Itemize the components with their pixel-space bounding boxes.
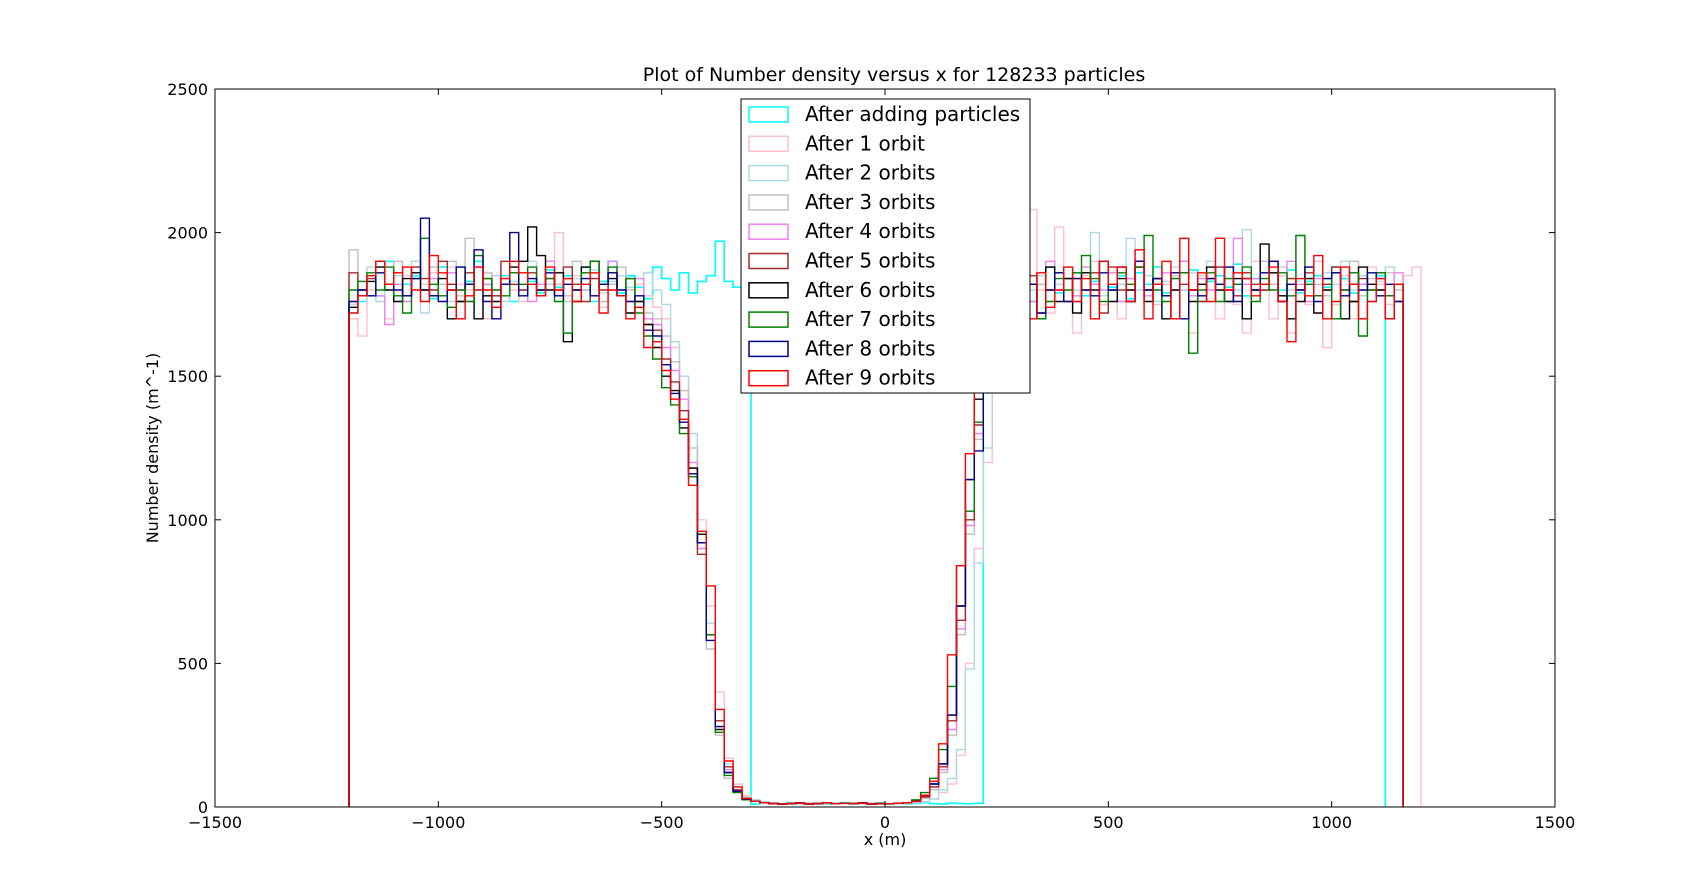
y-axis: 0 500 1000 1500 2000 2500 xyxy=(167,80,1555,817)
legend-swatch-7 xyxy=(748,282,789,299)
legend-swatch-5 xyxy=(748,223,789,240)
legend-label-4: After 3 orbits xyxy=(805,190,935,214)
legend-swatch-6 xyxy=(748,252,789,270)
y-tick-label: 500 xyxy=(177,654,208,673)
legend-box xyxy=(740,98,1031,394)
legend-swatch-1 xyxy=(748,106,789,123)
legend-label-7: After 6 orbits xyxy=(805,278,935,302)
y-tick-label: 0 xyxy=(198,798,208,817)
legend-label-2: After 1 orbit xyxy=(805,131,925,155)
x-tick-label: 1000 xyxy=(1311,813,1352,832)
legend-swatch-3 xyxy=(748,164,789,182)
y-tick-label: 2000 xyxy=(167,224,208,243)
legend-swatch-4 xyxy=(748,194,789,211)
x-tick-label: −1500 xyxy=(188,813,242,832)
legend-label-9: After 8 orbits xyxy=(805,336,935,360)
legend: After adding particles After 1 orbit After… xyxy=(740,98,1031,394)
legend-swatch-8 xyxy=(748,311,789,328)
legend-label-10: After 9 orbits xyxy=(805,366,935,390)
chart-title: Plot of Number density versus x for 1282… xyxy=(643,64,1145,86)
x-axis-label: x (m) xyxy=(864,830,907,849)
legend-swatch-2 xyxy=(748,135,789,153)
y-axis-label: Number density (m^-1) xyxy=(143,353,162,544)
y-tick-label: 1000 xyxy=(167,511,208,530)
legend-label-5: After 4 orbits xyxy=(805,219,935,243)
x-tick-label: 0 xyxy=(880,813,890,832)
legend-swatch-10 xyxy=(748,369,789,387)
legend-label-6: After 5 orbits xyxy=(805,249,935,273)
legend-label-8: After 7 orbits xyxy=(805,307,935,331)
y-tick-label: 2500 xyxy=(167,80,208,99)
legend-label-3: After 2 orbits xyxy=(805,161,935,185)
x-tick-label: −1000 xyxy=(411,813,465,832)
x-axis: −1500 −1000 −500 0 500 1000 1500 xyxy=(188,89,1575,832)
y-tick-label: 1500 xyxy=(167,367,208,386)
series-line-10 xyxy=(348,237,1404,807)
legend-label-1: After adding particles xyxy=(805,102,1020,126)
x-tick-label: −500 xyxy=(640,813,684,832)
x-tick-label: 1500 xyxy=(1535,813,1576,832)
legend-swatch-9 xyxy=(748,340,789,358)
x-tick-label: 500 xyxy=(1093,813,1124,832)
